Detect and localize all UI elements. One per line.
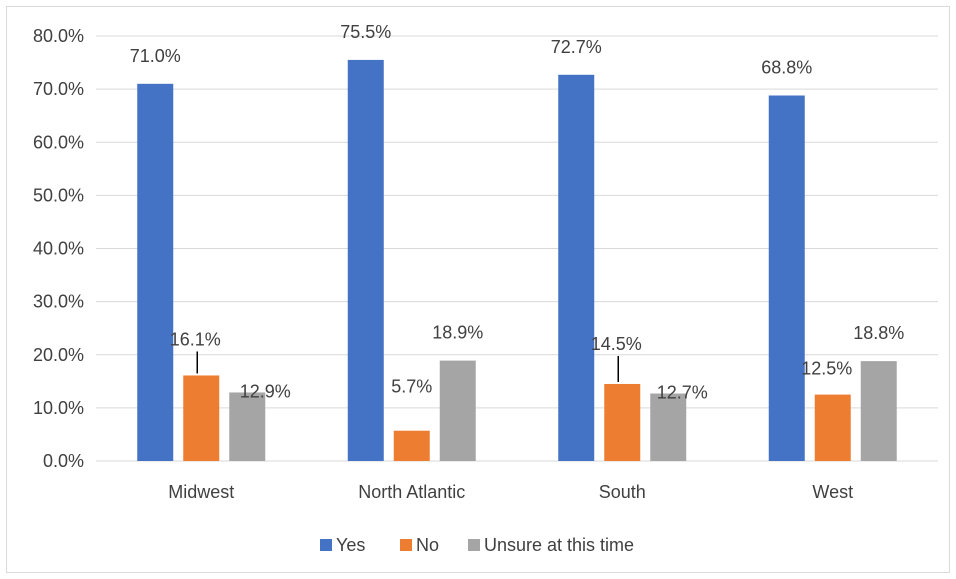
bar-yes — [768, 95, 805, 461]
y-tick-label: 20.0% — [33, 345, 84, 365]
bars — [137, 59, 897, 461]
y-tick-label: 10.0% — [33, 398, 84, 418]
y-tick-label: 70.0% — [33, 79, 84, 99]
bar-yes — [558, 74, 595, 461]
data-label: 5.7% — [391, 377, 432, 397]
x-category-label: South — [599, 482, 646, 502]
y-tick-label: 60.0% — [33, 132, 84, 152]
bar-no — [814, 394, 851, 461]
gridlines — [96, 35, 938, 462]
data-label: 16.1% — [170, 329, 221, 349]
y-tick-label: 50.0% — [33, 185, 84, 205]
y-axis-tick-labels: 0.0% 10.0% 20.0% 30.0% 40.0% 50.0% 60.0% 70.0% 8… — [33, 26, 84, 471]
data-label: 72.7% — [551, 37, 602, 57]
data-label: 12.9% — [240, 381, 291, 401]
legend-label: No — [416, 535, 439, 555]
legend-swatch — [468, 539, 480, 551]
y-tick-label: 0.0% — [43, 451, 84, 471]
y-tick-label: 40.0% — [33, 239, 84, 259]
bar-no — [183, 375, 220, 461]
x-axis-category-labels: Midwest North Atlantic South West — [168, 482, 853, 502]
data-label: 18.8% — [853, 323, 904, 343]
x-category-label: Midwest — [168, 482, 234, 502]
data-label: 12.7% — [657, 383, 708, 403]
data-label: 14.5% — [591, 334, 642, 354]
legend: Yes No Unsure at this time — [320, 535, 634, 555]
y-tick-label: 80.0% — [33, 26, 84, 46]
bar-unsure-at-this-time — [860, 361, 897, 461]
bar-unsure-at-this-time — [650, 393, 687, 461]
bar-unsure-at-this-time — [439, 360, 476, 461]
data-label: 75.5% — [340, 22, 391, 42]
data-labels: 71.0% 16.1% 12.9% 75.5% 5.7% 18.9% 72.7% 14.5% 1… — [130, 22, 905, 403]
bar-yes — [137, 83, 174, 461]
legend-swatch — [320, 539, 332, 551]
bar-unsure-at-this-time — [229, 392, 266, 461]
x-category-label: North Atlantic — [358, 482, 465, 502]
leader-lines — [196, 351, 619, 382]
legend-label: Yes — [336, 535, 365, 555]
data-label: 71.0% — [130, 46, 181, 66]
data-label: 68.8% — [761, 58, 812, 78]
legend-label: Unsure at this time — [484, 535, 634, 555]
bar-no — [393, 430, 430, 461]
bar-no — [604, 383, 641, 461]
bar-yes — [347, 59, 384, 461]
data-label: 18.9% — [432, 323, 483, 343]
x-category-label: West — [812, 482, 853, 502]
legend-swatch — [400, 539, 412, 551]
y-tick-label: 30.0% — [33, 292, 84, 312]
data-label: 12.5% — [801, 359, 852, 379]
